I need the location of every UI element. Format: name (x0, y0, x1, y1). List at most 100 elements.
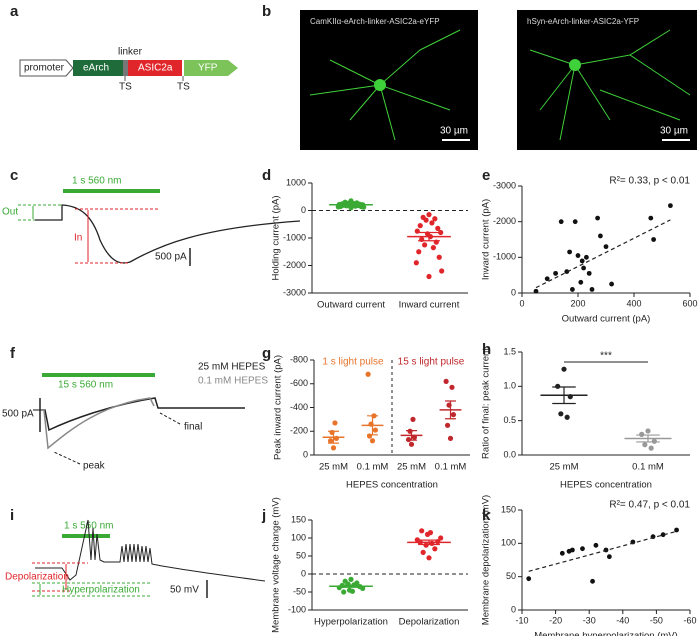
panel-label: f (10, 345, 16, 362)
peak-label: peak (83, 461, 106, 472)
point (429, 220, 435, 226)
y-tick-label: 0 (301, 205, 306, 215)
error-bar (367, 415, 378, 436)
point (555, 383, 561, 389)
point (419, 528, 425, 534)
point (589, 287, 595, 292)
point (593, 542, 599, 548)
y-axis-label: Membrane voltage change (mV) (271, 497, 282, 633)
x-tick-label: -60 (683, 615, 696, 625)
x-tick-label: 25 mM (549, 462, 578, 473)
y-tick-label: -200 (290, 426, 308, 436)
point (349, 588, 356, 594)
panel-label: e (482, 167, 490, 184)
point (430, 245, 436, 251)
point (439, 268, 445, 274)
point (651, 438, 657, 444)
yfp-box (184, 60, 238, 76)
point (327, 438, 334, 444)
x-tick-label: 0.1 mM (435, 462, 467, 473)
point (438, 535, 444, 541)
point (435, 225, 441, 231)
y-tick-label: -2000 (493, 216, 516, 226)
y-tick-label: -2000 (283, 260, 306, 270)
y-tick-label: -100 (288, 604, 306, 614)
promoter: promoter (24, 63, 65, 74)
error-bar (418, 539, 440, 546)
y-axis-label: Peak inward current (pA) (273, 355, 284, 460)
point (648, 215, 654, 221)
point (639, 431, 645, 437)
linker: linker (118, 47, 143, 58)
light-bar (62, 534, 110, 538)
y-tick-label: 1.0 (503, 381, 516, 391)
panel-label: j (261, 507, 266, 524)
section-label: 15 s light pulse (398, 357, 465, 368)
point (423, 542, 429, 548)
point (526, 576, 532, 582)
point (561, 366, 567, 372)
y-axis-label: Holding current (pA) (271, 195, 282, 280)
arrow (159, 412, 181, 425)
depolarization-label: Depolarization (5, 572, 69, 583)
y-tick-label: -400 (290, 402, 308, 412)
ts: TS (177, 82, 190, 93)
y-tick-label: 0 (303, 449, 308, 459)
y-axis-label: Membrane depolarization (mV) (481, 495, 492, 625)
point (348, 205, 354, 211)
linker-box (123, 60, 128, 76)
x-tick-label: -40 (616, 615, 629, 625)
point (432, 216, 438, 222)
point (369, 438, 376, 444)
point (413, 260, 419, 266)
point (558, 411, 564, 417)
point (372, 427, 379, 433)
point (450, 412, 457, 418)
annotation: R²= 0.33, p < 0.01 (609, 176, 690, 187)
y-tick-label: 0 (301, 568, 306, 578)
point (567, 249, 572, 255)
point (426, 273, 432, 280)
point (449, 384, 455, 390)
point (443, 378, 449, 384)
legend-entry: 25 mM HEPES (198, 362, 266, 373)
x-tick-label: 25 mM (319, 462, 348, 473)
point (332, 420, 338, 426)
point (559, 550, 565, 556)
panel-label: i (10, 507, 14, 524)
neuron (529, 29, 691, 141)
point (668, 203, 673, 209)
earch: eArch (83, 63, 109, 74)
x-tick-label: -10 (515, 615, 528, 625)
ts: TS (119, 82, 132, 93)
point (426, 555, 432, 561)
x-tick-label: 0.1 mM (357, 462, 389, 473)
error-bar (406, 430, 417, 441)
y-axis-label: Ratio of final: peak current (481, 348, 492, 459)
x-tick-label: 200 (570, 298, 585, 308)
trace (33, 397, 245, 432)
trace (33, 397, 155, 450)
point (586, 270, 592, 276)
point (553, 270, 558, 276)
point (598, 233, 603, 239)
point (422, 242, 428, 248)
x-tick-label: Outward current (317, 300, 385, 311)
point (660, 532, 666, 538)
x-axis-label: HEPES concentration (560, 480, 652, 491)
caption: hSyn-eArch-linker-ASIC2a-YFP (527, 17, 639, 26)
y-tick-label: 0.0 (503, 449, 516, 459)
point (645, 428, 651, 434)
point (578, 279, 584, 285)
x-axis-label: Outward current (pA) (562, 314, 651, 325)
yfp: YFP (198, 63, 218, 74)
point (584, 254, 589, 260)
caption: CamKIIα-eArch-linker-ASIC2a-eYFP (310, 17, 440, 26)
point (417, 223, 423, 229)
final-label: final (184, 422, 202, 433)
trace (35, 519, 266, 582)
error-bar (328, 430, 339, 444)
y-axis-label: Inward current (pA) (481, 199, 492, 280)
significance: *** (600, 351, 612, 362)
